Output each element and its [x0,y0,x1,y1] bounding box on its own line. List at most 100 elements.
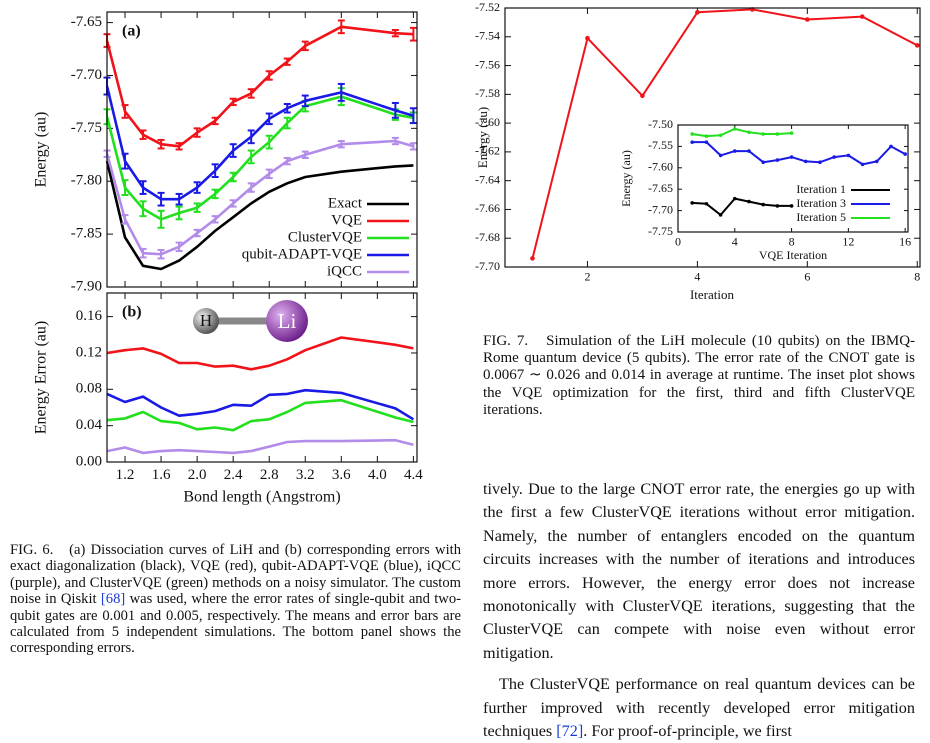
y-axis-label: Energy Error (au) [33,321,50,434]
point [860,162,865,167]
y-tick-label: -7.58 [475,86,500,100]
y-tick-label: -7.65 [71,14,102,30]
paragraph: The ClusterVQE performance on real quant… [483,673,915,743]
point [704,201,709,206]
x-tick-label: 2.0 [188,467,207,483]
legend-label: ClusterVQE [288,229,362,245]
series-line [106,438,414,455]
chart: -7.52 -7.54 -7.56 -7.58 -7.60 -7.62 -7.64 -7.66… [475,0,921,302]
error-bar [265,70,273,81]
y-tick-label: -7.66 [475,201,500,215]
legend-label: Exact [328,195,363,211]
error-bar [247,88,255,99]
y-tick-label: -7.90 [71,278,102,294]
x-tick-label: 4 [732,235,738,249]
point [803,159,808,164]
molecule: H Li [193,300,308,342]
y-tick-label: 0.12 [76,344,102,360]
y-tick-label: -7.70 [475,259,500,273]
plot-frame [677,124,909,233]
point [789,131,794,135]
point [695,10,700,15]
error-bar [175,142,183,151]
plot-frame [106,292,418,463]
point [718,153,723,158]
point [832,155,836,159]
point [732,149,737,153]
error-bar [229,199,237,208]
legend-label: qubit-ADAPT-VQE [242,246,362,262]
y-tick-label: -7.60 [475,115,500,129]
legend-label: Iteration 5 [796,210,846,224]
point [690,140,694,144]
point [775,132,780,136]
legend-label: iQCC [327,263,362,279]
point [747,199,751,204]
point [704,140,709,144]
error-bar [283,116,291,130]
x-tick-label: 8 [789,235,795,249]
error-bar [139,180,147,195]
error-bar [211,163,219,178]
caption-text: was used, where the error rates of singl… [10,591,462,657]
error-bar [175,192,183,206]
error-bar [193,181,201,194]
error-bar [391,101,399,119]
panel-label: (b) [122,304,142,321]
citation[interactable]: [72] [556,722,584,741]
point [761,160,765,165]
error-bar [211,116,219,126]
fig7-caption: FIG. 7. Simulation of the LiH molecule (… [483,333,915,419]
error-bar [229,171,237,183]
y-tick-label: -7.70 [71,67,102,83]
point [874,159,879,164]
point [846,153,851,158]
error-bar [139,129,147,140]
y-axis-label: Energy (au) [475,107,490,168]
error-bar [229,97,237,107]
error-bar [139,247,147,259]
li-atom [266,300,308,342]
point [747,130,751,135]
error-bar [283,57,291,66]
error-bar [265,112,273,126]
error-bar [193,127,201,138]
error-bar [409,107,417,125]
inset-background [678,125,908,232]
error-bar [301,94,309,108]
point [747,149,751,153]
y-tick-label: -7.50 [648,117,673,131]
y-tick-label: -7.56 [475,57,500,71]
series-line [692,197,792,216]
figures: -7.65 -7.70 -7.75 -7.80 -7.85 -7.90 ExactVQECl… [33,0,921,506]
y-tick-label: -7.64 [475,172,500,186]
x-tick-label: 1.2 [116,467,135,483]
series-line [106,398,414,432]
legend-label: Iteration 1 [796,182,846,196]
error-bar [121,214,129,225]
error-bar [175,241,183,253]
x-axis-label: Iteration [690,287,735,302]
error-bar [247,149,255,165]
x-tick-label: 4.0 [368,467,387,483]
panel-label: (a) [122,23,141,40]
point [732,127,737,131]
point [530,256,535,261]
point [805,17,810,22]
error-bar [283,103,291,114]
error-bar [337,82,345,102]
error-bar [157,248,165,260]
caption-text: (a) Dissociation curves of LiH and (b) c… [10,542,461,608]
x-axis-label: Bond length (Angstrom) [183,489,340,506]
point [718,133,723,138]
y-tick-label: -7.70 [648,202,673,216]
error-bar [265,134,273,150]
x-tick-label: 2 [584,270,590,284]
legend-label: Iteration 3 [796,196,846,210]
y-tick-label: -7.65 [648,181,673,195]
citation[interactable]: [68] [100,591,126,608]
series-line [105,95,414,221]
error-bar [193,202,201,213]
paragraph: tively. Due to the large CNOT error rate… [483,480,915,662]
series-line [106,388,415,421]
